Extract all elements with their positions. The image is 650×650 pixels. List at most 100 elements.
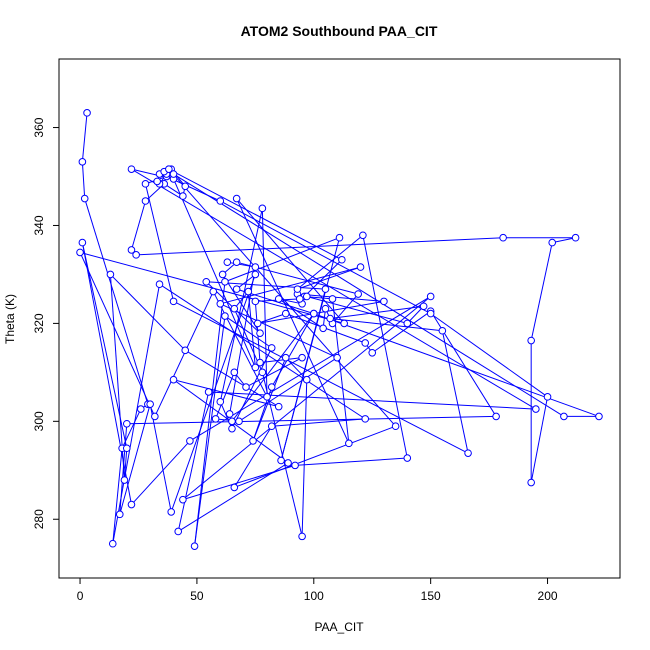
series-segment xyxy=(233,425,273,488)
series-segment xyxy=(177,391,210,532)
data-point xyxy=(253,319,262,328)
data-point xyxy=(225,410,234,418)
data-point xyxy=(209,287,218,296)
data-point xyxy=(218,270,227,279)
series-segment xyxy=(280,288,326,461)
x-tick-label: 150 xyxy=(421,589,441,603)
series-segment xyxy=(220,200,431,315)
series-segment xyxy=(159,283,366,420)
data-point xyxy=(426,309,435,318)
series-segment xyxy=(219,208,263,402)
data-point xyxy=(499,233,507,242)
data-point xyxy=(340,319,348,328)
data-point xyxy=(122,419,131,428)
x-tick-label: 100 xyxy=(304,589,324,603)
data-point xyxy=(242,383,250,391)
data-point xyxy=(127,246,136,254)
series-layer xyxy=(76,109,603,550)
x-tick-label: 50 xyxy=(190,589,204,603)
data-point xyxy=(267,344,276,352)
series-segment xyxy=(79,252,156,417)
series-segment xyxy=(278,298,324,329)
data-point xyxy=(258,368,267,377)
series-segment xyxy=(112,448,123,544)
data-point xyxy=(492,412,500,421)
data-point xyxy=(122,444,131,453)
data-point xyxy=(230,304,239,313)
series-segment xyxy=(330,305,424,319)
data-point xyxy=(179,192,187,200)
series-segment xyxy=(257,313,286,324)
data-point xyxy=(108,539,117,548)
series-segment xyxy=(247,291,256,368)
data-point xyxy=(76,248,84,257)
data-point xyxy=(251,363,260,372)
data-point xyxy=(181,346,190,355)
series-segment xyxy=(84,198,149,405)
data-point xyxy=(403,319,412,328)
series-segment xyxy=(220,266,361,305)
series-segment xyxy=(259,357,303,364)
series-segment xyxy=(126,415,497,425)
data-point xyxy=(169,297,178,306)
series-segment xyxy=(530,396,549,483)
series-segment xyxy=(149,404,172,512)
data-point xyxy=(83,109,91,117)
series-segment xyxy=(130,200,146,251)
data-point xyxy=(115,510,124,519)
series-segment xyxy=(362,235,408,459)
series-segment xyxy=(177,462,289,532)
series-segment xyxy=(224,237,340,283)
series-segment xyxy=(238,357,338,422)
data-point xyxy=(295,295,304,303)
data-point xyxy=(380,297,388,306)
data-point xyxy=(274,295,283,303)
data-point xyxy=(321,285,330,293)
data-point xyxy=(258,204,267,213)
data-point xyxy=(127,165,136,173)
data-point xyxy=(228,417,236,426)
y-tick-label: 320 xyxy=(32,313,46,333)
data-point xyxy=(277,456,285,465)
data-point xyxy=(202,277,211,286)
data-point xyxy=(302,375,311,384)
data-point xyxy=(403,454,412,462)
data-point xyxy=(256,329,264,337)
series-segment xyxy=(81,242,128,449)
data-point xyxy=(251,297,260,306)
data-point xyxy=(293,285,302,293)
data-point xyxy=(155,280,164,289)
series-segment xyxy=(330,318,443,332)
series-segment xyxy=(430,313,548,398)
data-point xyxy=(543,393,552,401)
series-segment xyxy=(131,440,191,505)
data-point xyxy=(419,302,428,311)
series-segment xyxy=(220,303,338,359)
y-tick-label: 340 xyxy=(32,215,46,235)
data-point xyxy=(319,324,327,333)
data-point xyxy=(228,424,236,433)
series-segment xyxy=(224,315,272,349)
data-point xyxy=(244,287,253,296)
data-point xyxy=(216,197,225,205)
series-segment xyxy=(301,379,308,537)
y-tick-label: 280 xyxy=(32,509,46,529)
series-segment xyxy=(271,418,366,427)
data-point xyxy=(181,182,190,191)
series-segment xyxy=(119,404,151,515)
series-segment xyxy=(81,242,132,505)
series-segment xyxy=(182,464,296,501)
data-point xyxy=(141,180,150,188)
series-segment xyxy=(81,161,86,199)
data-point xyxy=(361,415,370,423)
data-point xyxy=(359,231,367,240)
series-segment xyxy=(236,274,256,290)
series-segment xyxy=(194,315,226,547)
data-point xyxy=(186,437,194,445)
y-tick-label: 300 xyxy=(32,411,46,431)
series-segment xyxy=(173,300,469,454)
data-point xyxy=(232,285,241,293)
x-tick-label: 200 xyxy=(538,589,558,603)
series-segment xyxy=(173,173,565,417)
